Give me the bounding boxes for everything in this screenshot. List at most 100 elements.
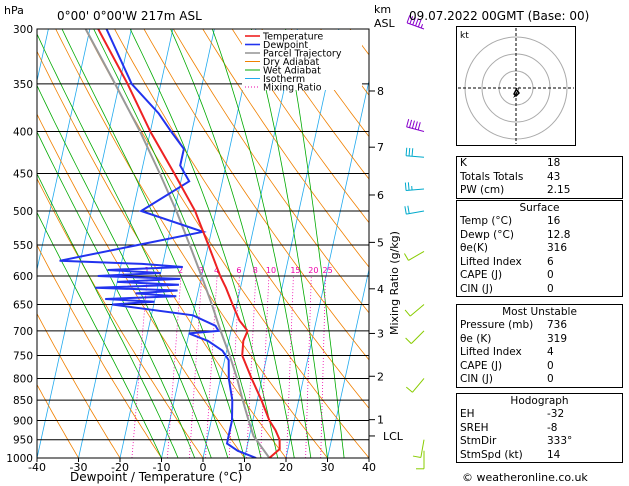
- temp-tick-label: 20: [279, 461, 293, 474]
- index-row: Temp (°C) 16: [457, 215, 622, 229]
- wind-barb: [412, 439, 425, 458]
- wind-barb-flag: [406, 15, 411, 24]
- wind-barb-flag: [405, 386, 413, 393]
- index-value: 736: [547, 319, 568, 331]
- isotherm-line: [0, 4, 12, 475]
- temp-tick-label: 30: [321, 461, 335, 474]
- indices-most-unstable: Most Unstable Pressure (mb) 736 θe (K) 319…: [456, 304, 623, 388]
- wind-barb-flag: [407, 182, 410, 191]
- wind-barb-shaft: [406, 210, 425, 215]
- legend-isotherm: Isotherm: [263, 74, 305, 85]
- wet-adiabat-line: [129, 29, 279, 458]
- index-value: -8: [547, 421, 558, 434]
- km-tick-label: 3: [377, 327, 384, 340]
- wind-barb: [404, 304, 425, 317]
- index-row: EH -32: [457, 408, 622, 422]
- wind-barb-flag: [409, 16, 414, 25]
- wind-barb: [405, 330, 425, 344]
- index-label: θe(K): [460, 242, 488, 254]
- index-value: 43: [547, 170, 561, 183]
- temp-tick-label: 0: [200, 461, 207, 474]
- index-row: CIN (J) 0: [457, 373, 622, 387]
- wind-barb: [406, 118, 425, 132]
- km-tick-label: 1: [377, 414, 384, 427]
- km-tick-label: 8: [377, 85, 384, 98]
- temp-tick-label: -40: [28, 461, 46, 474]
- km-tick-label: 2: [377, 370, 384, 383]
- index-row: StmDir 333°: [457, 435, 622, 449]
- index-value: 12.8: [547, 228, 571, 241]
- dry-adiabat-line: [37, 244, 162, 458]
- pressure-tick-label: 450: [13, 168, 33, 180]
- mixing-ratio-label: 6: [236, 266, 241, 275]
- indices-surface: Surface Temp (°C) 16 Dewp (°C) 12.8 θe(K) 3…: [456, 200, 623, 297]
- index-value: 2.15: [547, 184, 571, 196]
- mixing-ratio-label: 25: [323, 266, 333, 275]
- wind-barb: [416, 450, 425, 470]
- index-value: 0: [547, 282, 554, 295]
- km-label: km: [374, 3, 391, 16]
- mixing-ratio-label: 2: [178, 266, 183, 275]
- index-label: Dewp (°C): [460, 228, 514, 241]
- mixing-ratio-axis-title: Mixing Ratio (g/kg): [388, 231, 401, 335]
- index-value: 18: [547, 157, 561, 169]
- wet-adiabat-line: [250, 29, 328, 458]
- wind-barb-flag: [407, 205, 410, 214]
- index-label: CIN (J): [460, 282, 493, 295]
- hodograph-kt-label: kt: [460, 31, 469, 41]
- mixing-ratio-label: 10: [266, 266, 276, 275]
- index-value: 333°: [547, 435, 573, 447]
- pressure-tick-label: 300: [13, 24, 33, 36]
- profile-lines: [59, 29, 281, 458]
- legend-background: [242, 30, 362, 90]
- dewpoint-line: [59, 29, 257, 458]
- background-lines: 1 2 3 4 6 8 10 15 20 25: [0, 4, 369, 475]
- legend-dry-adiabat: Dry Adiabat: [263, 57, 320, 68]
- footer-credit: © weatheronline.co.uk: [462, 471, 588, 484]
- temp-tick-label: -30: [70, 461, 88, 474]
- index-label: Totals Totals: [460, 170, 524, 183]
- location-title: 0°00' 0°00'W 217m ASL: [57, 9, 202, 23]
- wind-barb-shaft: [412, 378, 425, 393]
- dry-adiabat-line: [37, 312, 121, 458]
- wind-barb-flag: [404, 206, 407, 215]
- index-value: 6: [547, 255, 554, 268]
- wind-barb-shaft: [420, 439, 425, 458]
- legend-wet-adiabat: Wet Adiabat: [263, 66, 321, 77]
- wind-barb-flag: [411, 120, 415, 129]
- index-value: 0: [547, 373, 554, 385]
- index-value: 16: [547, 215, 561, 227]
- wet-adiabat-line: [211, 29, 312, 458]
- isotherm-line: [78, 29, 174, 458]
- wind-barbs: [403, 15, 425, 470]
- legend-mixing-ratio: Mixing Ratio: [263, 83, 322, 94]
- index-label: Lifted Index: [460, 255, 522, 268]
- wind-barb-flag: [405, 147, 408, 156]
- wind-barb-flag: [404, 182, 407, 191]
- indices-hodograph: Hodograph EH -32 SREH -8 StmDir 333° StmSpd…: [456, 393, 623, 463]
- wet-adiabat-line: [285, 29, 345, 458]
- pressure-tick-label: 500: [13, 206, 33, 218]
- wind-barb: [403, 250, 425, 261]
- index-value: 0: [547, 359, 554, 372]
- dry-adiabat-line: [261, 29, 369, 180]
- index-label: StmDir: [460, 435, 497, 447]
- dry-adiabat-line: [37, 50, 287, 458]
- wet-adiabat-line: [170, 29, 295, 458]
- dry-adiabat-line: [37, 383, 79, 458]
- pressure-tick-label: 800: [13, 373, 33, 385]
- index-value: 14: [547, 448, 561, 461]
- index-label: CAPE (J): [460, 269, 503, 281]
- wind-barb-flag: [403, 253, 409, 261]
- wet-adiabat-line: [61, 29, 245, 458]
- wind-barb-shaft: [409, 304, 425, 317]
- wet-adiabat-line: [37, 130, 196, 458]
- wind-barb-flag: [405, 337, 412, 344]
- mixing-ratio-line: [131, 275, 148, 458]
- index-row: CIN (J) 0: [457, 283, 622, 297]
- index-label: CIN (J): [460, 373, 493, 385]
- section-title: Surface: [519, 202, 560, 214]
- index-row: PW (cm) 2.15: [457, 184, 622, 198]
- mixing-ratio-label: 4: [214, 266, 219, 275]
- temp-tick-label: 40: [362, 461, 376, 474]
